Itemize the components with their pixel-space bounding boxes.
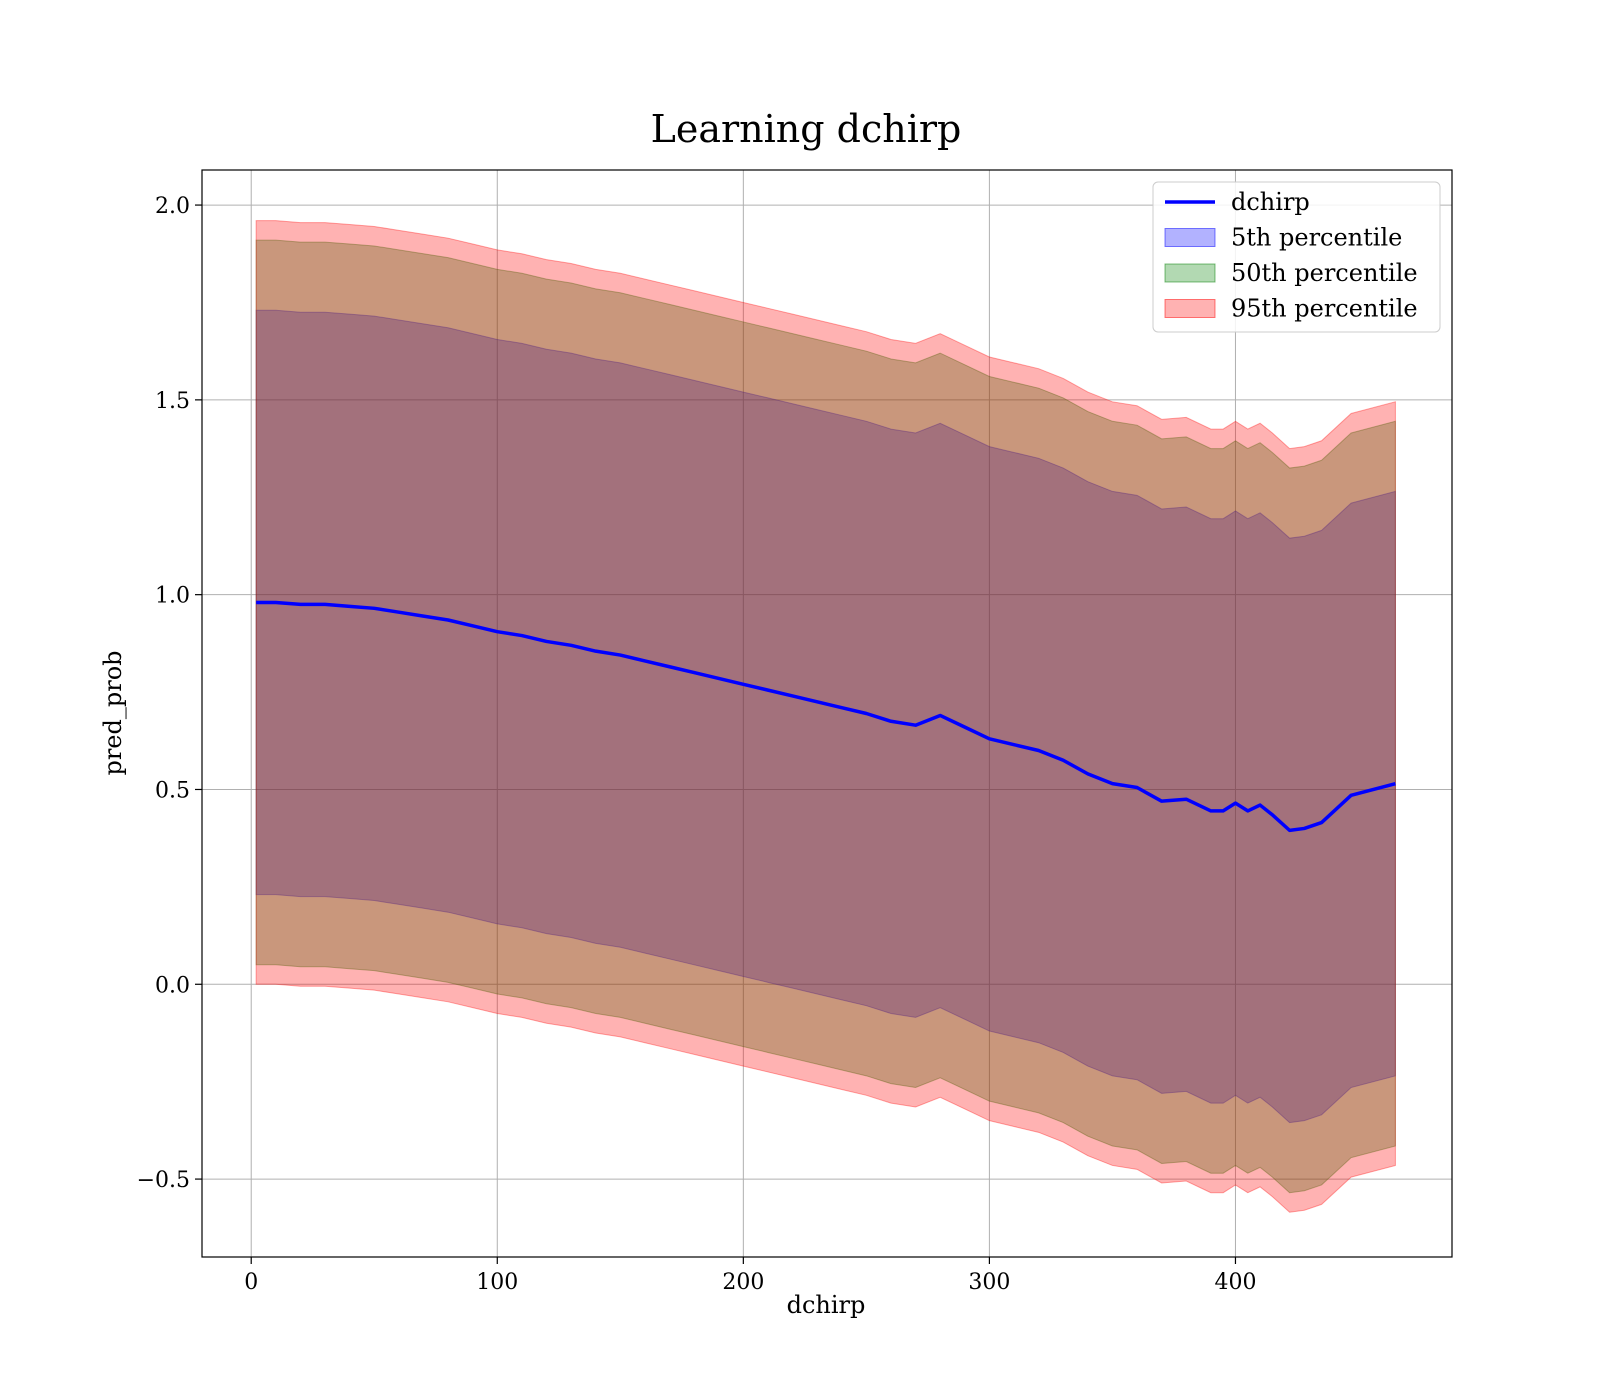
y-tick-label: −0.5 — [137, 1168, 190, 1193]
x-axis-label: dchirp — [787, 1291, 866, 1319]
legend-label: 5th percentile — [1231, 224, 1402, 252]
legend-band-swatch — [1164, 299, 1216, 318]
band-5th-percentile — [255, 309, 1396, 1124]
legend-box — [1152, 181, 1441, 333]
band-50th-percentile — [255, 239, 1396, 1194]
legend-band-swatch — [1164, 263, 1216, 283]
plot-frame — [201, 169, 1453, 1258]
y-tick-label: 1.0 — [155, 584, 190, 609]
x-tick-label: 200 — [722, 1270, 764, 1295]
x-tick-label: 0 — [244, 1270, 258, 1295]
percentile-bands — [255, 220, 1396, 1213]
x-tick-label: 100 — [476, 1270, 518, 1295]
legend-label: 50th percentile — [1231, 259, 1418, 287]
y-tick-label: 1.5 — [155, 389, 190, 414]
legend-label: dchirp — [1231, 188, 1310, 216]
x-tick-label: 400 — [1214, 1270, 1256, 1295]
legend-label: 95th percentile — [1231, 295, 1418, 323]
x-tick-label: 300 — [968, 1270, 1010, 1295]
y-tick-label: 0.0 — [155, 973, 190, 998]
y-axis-ticks: −0.5 0.0 0.5 1.0 1.5 2.0 — [137, 194, 202, 1193]
y-tick-label: 2.0 — [155, 194, 190, 219]
legend: dchirp 5th percentile 50th percentile 95th … — [1152, 181, 1441, 333]
y-tick-label: 0.5 — [155, 778, 190, 803]
legend-band-swatch — [1164, 228, 1216, 247]
x-axis-ticks: 0 100 200 300 400 — [244, 1257, 1256, 1295]
series-line-dchirp — [256, 600, 1396, 833]
chart-title: Learning dchirp — [651, 107, 962, 151]
line-series — [256, 600, 1396, 833]
y-axis-label: pred_prob — [99, 650, 127, 775]
band-95th-percentile — [255, 220, 1396, 1213]
